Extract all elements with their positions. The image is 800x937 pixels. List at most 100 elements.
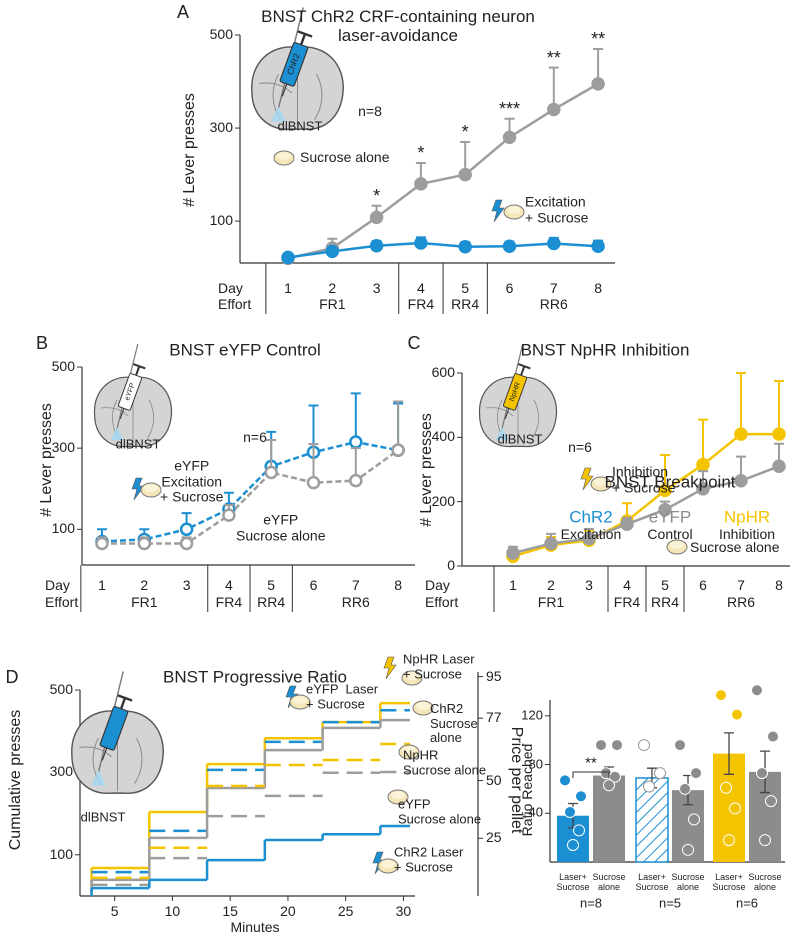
group-subtitle: Control [647,526,693,543]
data-point [696,457,710,472]
x-tick-label: 3 [372,280,381,297]
data-point [369,210,384,225]
brain-structure [259,49,323,128]
row-label: Day [45,577,70,594]
y-tick-label: 100 [49,845,73,862]
data-point [414,236,428,250]
data-point [720,781,732,794]
data-point [547,102,561,117]
x-tick-label: 1 [98,577,106,594]
chart-title: BNST Progressive Ratio [163,667,347,687]
chart-title: BNST ChR2 CRF-containing neuron laser-av… [261,6,535,45]
data-point [544,536,558,551]
x-tick-label: Laser+ Sucrose [556,871,590,892]
x-tick-label: 8 [394,577,402,594]
data-point [369,239,384,253]
x-tick-label: 4 [224,577,233,594]
data-point [582,531,596,546]
data-point [559,774,571,787]
x-tick-label: Sucrose alone [592,871,626,892]
pellet-icon-top [507,206,521,214]
series-line [287,241,599,259]
x-tick-label: 6 [699,577,707,594]
sample-size: n=8 [358,103,382,120]
x-tick-label: 6 [505,280,514,297]
pellet-icon-top [391,791,405,799]
panel-label: D [5,666,19,687]
data-point [264,465,278,480]
y-axis-label: Cumulative presses [7,709,25,851]
effort-label: FR4 [215,594,243,611]
series-label: NpHR Sucrose alone [403,747,487,777]
data-point [756,767,768,780]
light-cone [495,427,509,440]
effort-label: RR6 [539,296,568,313]
y-tick-label: 100 [51,520,75,537]
data-point [281,250,295,265]
probe-plunger [297,30,313,46]
significance-bracket [572,771,610,778]
pellet-icon-top [293,696,307,704]
series-line [102,449,399,545]
series-label: eYFP Sucrose alone [236,511,326,543]
pellet-icon-top [381,860,395,868]
y-axis-label: # Lever presses [418,413,436,527]
sample-size: n=5 [658,895,682,911]
data-point [772,459,786,474]
region-label: dlBNST [277,118,323,134]
light-cone [270,106,287,122]
probe-needle [101,747,108,761]
y-tick-label: 100 [209,212,233,229]
series-label: Sucrose alone [690,539,780,556]
y-tick-label: 80 [528,756,543,772]
x-tick-label: 7 [351,577,360,594]
probe-plunger [517,363,531,376]
data-point [458,167,472,182]
y-tick-label: 500 [49,681,73,698]
panel-label: C [407,332,421,353]
probe: ChR2 [279,30,313,97]
data-point [772,427,786,441]
data-point [723,834,735,847]
probe: eYFP [117,363,146,420]
significance-label: ** [585,754,597,772]
data-point [715,689,727,702]
x-tick-label: Sucrose alone [671,871,705,892]
sample-size: n=6 [568,439,592,456]
row-label: Effort [425,594,459,611]
y2-tick-label: 25 [486,829,502,846]
effort-label: FR1 [319,296,346,313]
series-label: Sucrose alone [300,149,390,166]
x-tick-label: 8 [775,577,783,594]
data-point [731,708,743,721]
pellet-icon-top [416,702,430,710]
brain-structure [79,713,143,792]
bar [635,777,669,863]
row-label: Day [218,280,243,297]
effort-label: FR1 [537,594,565,611]
x-tick-label: 5 [267,577,276,594]
laser-icon [580,467,594,491]
series-line [101,440,399,543]
row-label: Effort [45,594,79,611]
data-point [620,517,634,531]
brain-illustration: ChR2 [251,7,344,130]
x-tick-label: 8 [594,280,602,297]
data-point [564,806,576,819]
series-label: eYFP Sucrose alone [398,796,482,826]
x-tick-label: 25 [337,903,354,920]
data-point [767,730,779,743]
probe-body [99,706,129,751]
pellet-icon-top [405,672,419,680]
data-point [567,838,579,851]
data-point [595,739,607,752]
sample-size: n=6 [243,429,267,446]
x-tick-label: 2 [328,280,337,297]
data-point [734,474,748,488]
effort-label: RR4 [650,594,680,611]
data-point [179,522,194,537]
group-name: ChR2 [569,507,613,527]
data-point [682,843,694,856]
data-point [502,130,517,145]
